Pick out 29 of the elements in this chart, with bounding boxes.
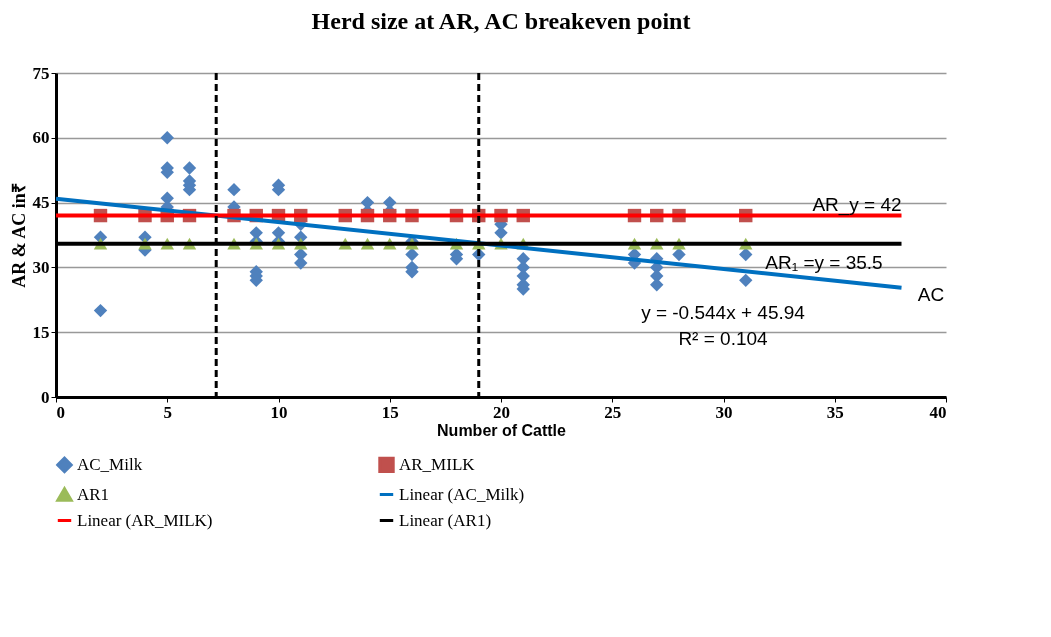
y-tick-label: 45: [32, 193, 50, 213]
annotation: AR₁ =y = 35.5: [765, 252, 883, 273]
x-axis-title: Number of Cattle: [437, 421, 567, 439]
y-tick-label: 75: [32, 63, 50, 83]
legend-label: AC_Milk: [77, 454, 143, 474]
x-tick-label: 40: [929, 402, 947, 422]
x-tick-label: 0: [56, 402, 65, 422]
annotation: AC: [917, 284, 945, 305]
annotation: R² = 0.104: [678, 328, 769, 349]
x-tick-label: 35: [826, 402, 844, 422]
legend-label: Linear (AR_MILK): [77, 510, 213, 530]
legend-label: AR1: [77, 484, 110, 504]
x-tick-label: 5: [163, 402, 172, 422]
x-tick-label: 15: [381, 402, 399, 422]
legend-label: Linear (AC_Milk): [399, 484, 525, 504]
legend-label: AR_MILK: [399, 454, 476, 474]
y-tick-label: 15: [32, 322, 50, 342]
x-tick-label: 25: [604, 402, 622, 422]
y-tick-label: 30: [32, 257, 50, 277]
y-axis-title: AR & AC in₹: [8, 183, 29, 288]
annotation: AR_y = 42: [812, 194, 902, 216]
x-tick-label: 20: [493, 402, 510, 422]
y-tick-label: 60: [32, 128, 50, 148]
annotation: y = -0.544x + 45.94: [641, 302, 806, 323]
y-tick-label: 0: [41, 387, 50, 407]
x-tick-label: 10: [270, 402, 288, 422]
legend-label: Linear (AR1): [399, 510, 492, 530]
x-tick-label: 30: [715, 402, 733, 422]
chart-title: Herd size at AR, AC breakeven point: [311, 8, 691, 34]
